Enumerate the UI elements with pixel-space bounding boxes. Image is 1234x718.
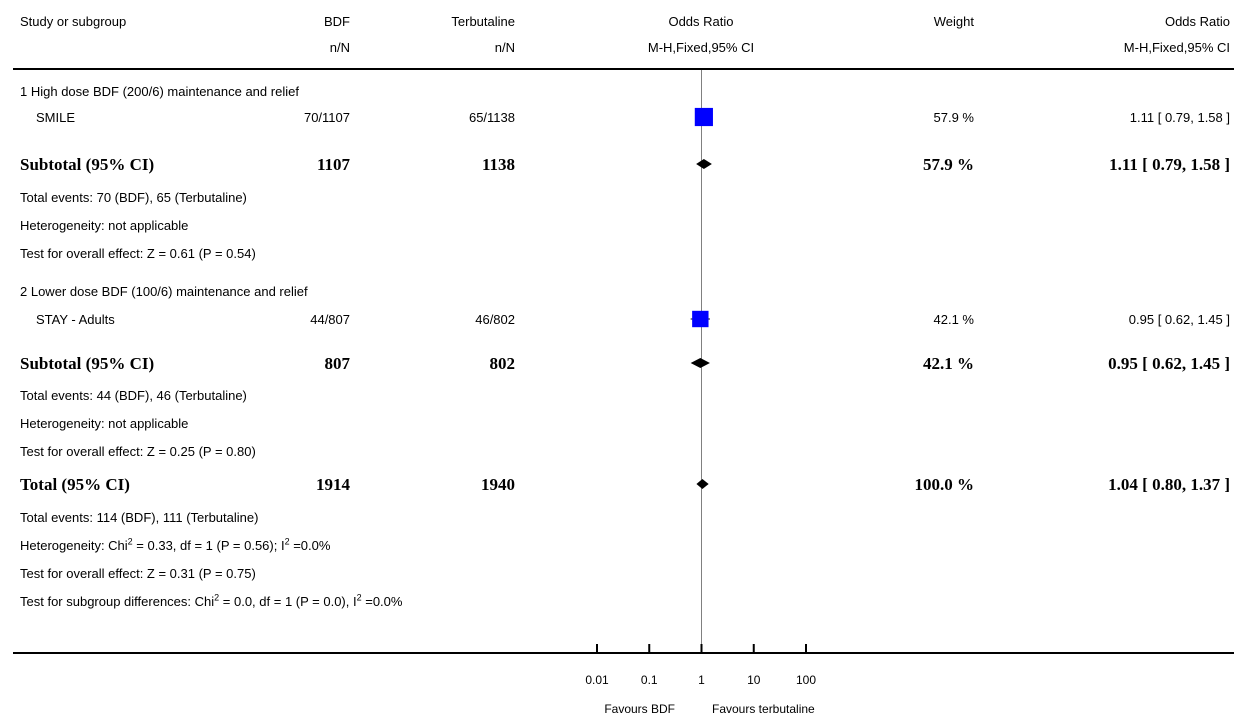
subtotal-ci: 0.95 [ 0.62, 1.45 ] <box>1108 354 1230 373</box>
pooled-diamond <box>696 159 712 169</box>
subgroup2-title: 2 Lower dose BDF (100/6) maintenance and… <box>20 284 308 299</box>
subtotal-label: Subtotal (95% CI) <box>20 155 155 174</box>
header-group2: Terbutaline <box>451 14 515 29</box>
study-g1: 44/807 <box>310 312 350 327</box>
header-or2-title: Odds Ratio <box>1164 14 1230 29</box>
subtotal-g1: 1107 <box>316 155 350 174</box>
study-box <box>692 310 709 328</box>
study-g2: 65/1138 <box>468 110 515 125</box>
header-weight: Weight <box>933 14 974 29</box>
header-or-title: Odds Ratio <box>668 14 734 29</box>
study-weight: 42.1 % <box>933 312 974 327</box>
header-or-sub: M-H,Fixed,95% CI <box>647 40 755 55</box>
overall-effect-text: Test for overall effect: Z = 0.61 (P = 0… <box>20 246 256 261</box>
study-g2: 46/802 <box>475 312 515 327</box>
axis-tick-label: 1 <box>698 673 705 687</box>
total-events-text: Total events: 44 (BDF), 46 (Terbutaline) <box>20 388 247 403</box>
subtotal-weight: 57.9 % <box>923 155 974 174</box>
total-g2: 1940 <box>481 475 515 494</box>
total-g1: 1914 <box>316 475 350 494</box>
study-g1: 70/1107 <box>303 110 350 125</box>
subtotal-g2: 1138 <box>481 155 515 174</box>
subtotal-g2: 802 <box>489 354 516 373</box>
header-group1-sub: n/N <box>329 40 350 55</box>
subtotal-weight: 42.1 % <box>923 354 974 373</box>
axis-tick-label: 0.1 <box>641 673 658 687</box>
footer-rule <box>13 652 1234 654</box>
study-name: STAY - Adults <box>36 312 115 327</box>
total-heterogeneity-text: Heterogeneity: Chi2 = 0.33, df = 1 (P = … <box>20 536 331 553</box>
study-ci: 1.11 [ 0.79, 1.58 ] <box>1129 110 1230 125</box>
heterogeneity-text: Heterogeneity: not applicable <box>20 218 189 233</box>
axis-tick-label: 100 <box>796 673 816 687</box>
subtotal-ci: 1.11 [ 0.79, 1.58 ] <box>1109 155 1230 174</box>
header-group2-sub: n/N <box>494 40 515 55</box>
total-overall-effect-text: Test for overall effect: Z = 0.31 (P = 0… <box>20 566 256 581</box>
study-name: SMILE <box>36 110 76 125</box>
favours-left-label: Favours BDF <box>604 702 675 716</box>
total-label: Total (95% CI) <box>20 475 130 494</box>
study-ci: 0.95 [ 0.62, 1.45 ] <box>1128 312 1230 327</box>
study-weight: 57.9 % <box>933 110 974 125</box>
axis-tick-label: 0.01 <box>585 673 609 687</box>
header-group1: BDF <box>324 14 350 29</box>
header-or2-sub: M-H,Fixed,95% CI <box>1123 40 1230 55</box>
total-weight: 100.0 % <box>914 475 975 494</box>
subgroup-differences-text: Test for subgroup differences: Chi2 = 0.… <box>20 592 403 609</box>
total-events-text: Total events: 70 (BDF), 65 (Terbutaline) <box>20 190 247 205</box>
pooled-diamond <box>690 358 710 368</box>
header-rule <box>13 68 1234 70</box>
total-events-text: Total events: 114 (BDF), 111 (Terbutalin… <box>20 510 259 525</box>
total-ci: 1.04 [ 0.80, 1.37 ] <box>1108 475 1230 494</box>
axis-tick-label: 10 <box>747 673 761 687</box>
overall-effect-text: Test for overall effect: Z = 0.25 (P = 0… <box>20 444 256 459</box>
subtotal-label: Subtotal (95% CI) <box>20 354 155 373</box>
pooled-diamond <box>696 479 709 489</box>
header-study: Study or subgroup <box>20 14 127 29</box>
subtotal-g1: 807 <box>324 354 351 373</box>
study-box <box>694 107 713 127</box>
subgroup1-title: 1 High dose BDF (200/6) maintenance and … <box>20 84 299 99</box>
heterogeneity-text: Heterogeneity: not applicable <box>20 416 189 431</box>
favours-right-label: Favours terbutaline <box>712 702 815 716</box>
